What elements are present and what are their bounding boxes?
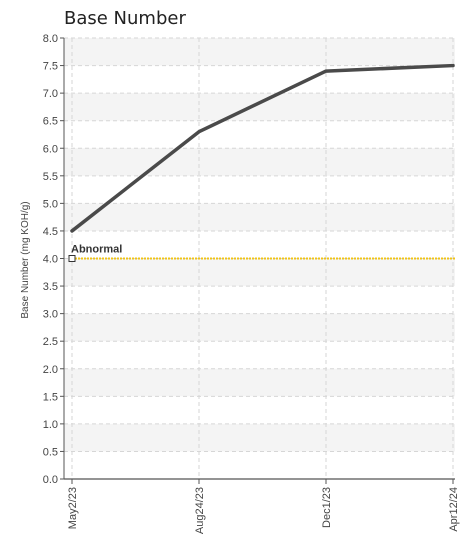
y-tick-label: 0.5 xyxy=(43,446,58,458)
data-point xyxy=(70,229,74,233)
y-axis-label: Base Number (mg KOH/g) xyxy=(20,201,31,318)
data-point xyxy=(324,69,328,73)
plot-bands xyxy=(64,38,455,452)
threshold-label: Abnormal xyxy=(71,244,122,256)
x-tick-label: May2/23 xyxy=(67,487,79,529)
x-tick-label: Aug24/23 xyxy=(194,487,206,534)
plot-band xyxy=(64,258,455,287)
series-group xyxy=(70,63,455,233)
series-line xyxy=(70,63,455,233)
y-tick-label: 0.0 xyxy=(43,474,58,486)
y-tick-label: 8.0 xyxy=(43,33,58,45)
data-point xyxy=(197,130,201,134)
plot-band xyxy=(64,38,455,66)
y-tick-label: 1.0 xyxy=(43,419,58,431)
y-tick-label: 7.5 xyxy=(43,61,58,73)
plot-band xyxy=(64,203,455,231)
data-point xyxy=(451,64,455,68)
y-tick-label: 6.0 xyxy=(43,143,58,155)
y-tick-label: 3.5 xyxy=(43,281,58,293)
y-tick-label: 6.5 xyxy=(43,116,58,128)
axis-ticks: 0.0 0.5 1.0 1.5 2.0 2.5 3.0 3.5 4.0 4.5 5.0 5.5 6.0 6… xyxy=(43,33,460,534)
y-tick-label: 4.0 xyxy=(43,254,58,266)
y-tick-label: 5.0 xyxy=(43,198,58,210)
plot-band xyxy=(64,313,455,342)
y-tick-label: 7.0 xyxy=(43,88,58,100)
x-tick-label: Apr12/24 xyxy=(448,487,460,532)
y-tick-label: 5.5 xyxy=(43,171,58,183)
threshold-marker xyxy=(68,255,76,262)
y-tick-label: 2.5 xyxy=(43,336,58,348)
y-tick-label: 4.5 xyxy=(43,226,58,238)
plot-band xyxy=(64,93,455,121)
y-tick-label: 2.0 xyxy=(43,364,58,376)
abnormal-threshold: Abnormal xyxy=(68,244,455,262)
plot-band xyxy=(64,368,455,397)
x-tick-label: Dec1/23 xyxy=(321,487,333,528)
plot-band xyxy=(64,423,455,452)
chart-title: Base Number xyxy=(64,8,186,29)
y-tick-label: 1.5 xyxy=(43,391,58,403)
y-tick-label: 3.0 xyxy=(43,309,58,321)
plot-band xyxy=(64,148,455,176)
